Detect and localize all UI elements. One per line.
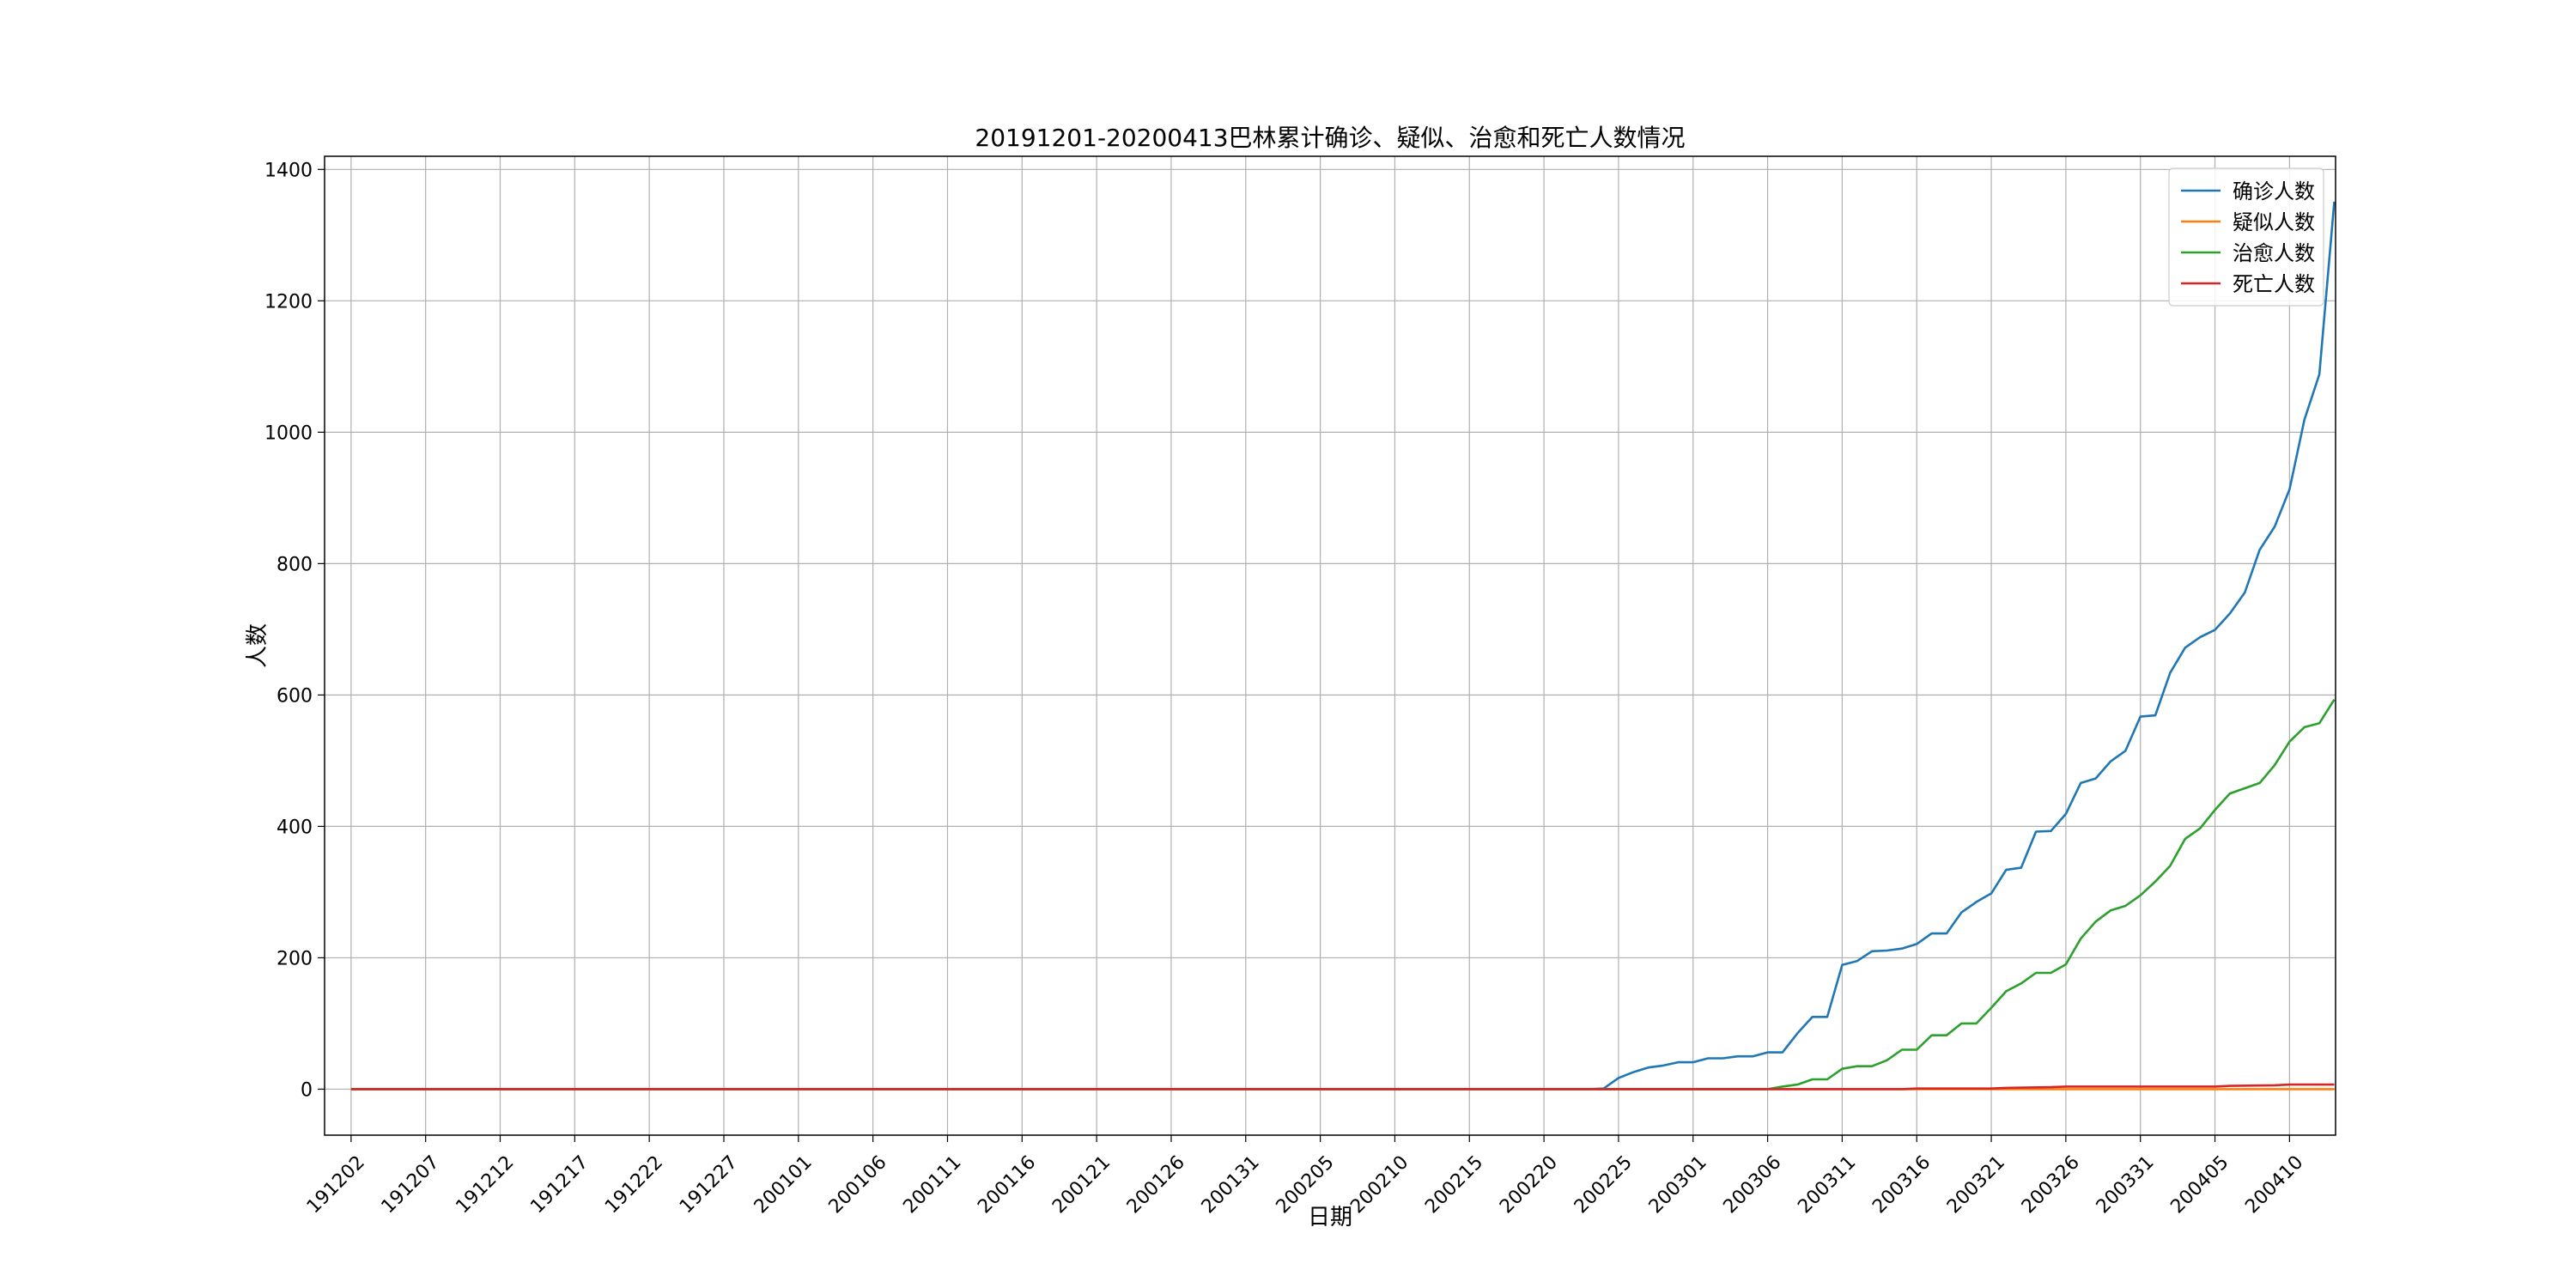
plot-frame bbox=[324, 155, 2336, 1136]
y-tick-label: 400 bbox=[276, 817, 313, 838]
x-axis-label: 日期 bbox=[1308, 1205, 1352, 1230]
legend-label: 疑似人数 bbox=[2233, 210, 2315, 234]
y-tick-label: 0 bbox=[301, 1079, 313, 1101]
chart-title: 20191201-20200413巴林累计确诊、疑似、治愈和死亡人数情况 bbox=[975, 124, 1685, 152]
legend-label: 死亡人数 bbox=[2233, 272, 2315, 296]
y-tick-label: 200 bbox=[276, 948, 313, 969]
y-tick-label: 1400 bbox=[264, 160, 313, 181]
series-line-4 bbox=[350, 1083, 2335, 1091]
legend-label: 治愈人数 bbox=[2233, 241, 2315, 265]
legend-label: 确诊人数 bbox=[2233, 179, 2315, 204]
y-tick-label: 600 bbox=[276, 685, 313, 707]
y-tick-label: 800 bbox=[276, 554, 313, 575]
y-tick-label: 1200 bbox=[264, 291, 313, 313]
series-line-3 bbox=[350, 699, 2336, 1091]
y-axis-label: 人数 bbox=[245, 623, 270, 668]
series-line-1 bbox=[350, 201, 2336, 1091]
y-tick-label: 1000 bbox=[264, 422, 313, 444]
series-lines bbox=[350, 201, 2336, 1091]
legend-box bbox=[2168, 167, 2324, 307]
